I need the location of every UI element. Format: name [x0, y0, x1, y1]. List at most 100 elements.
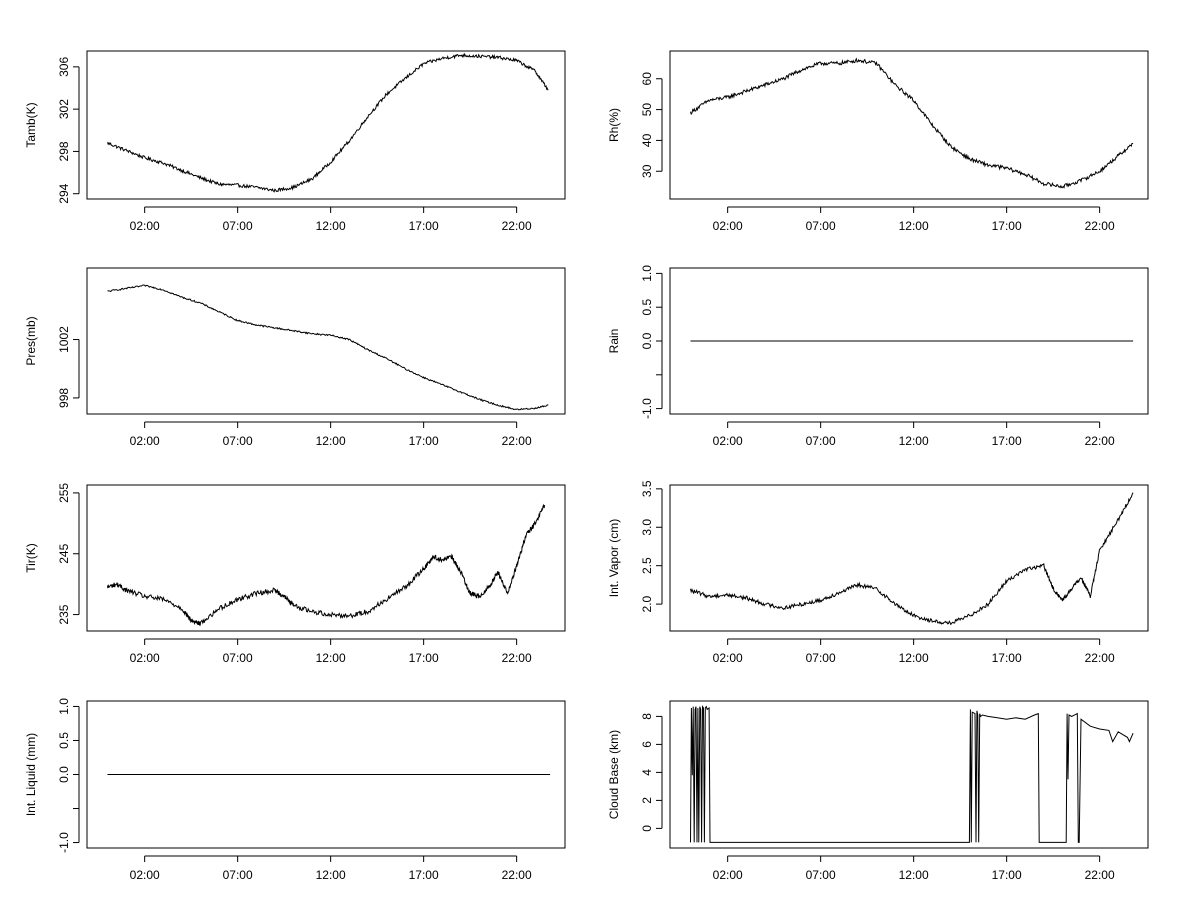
x-tick-label: 22:00 [1085, 651, 1115, 665]
x-tick-label: 07:00 [223, 868, 253, 882]
y-tick-label: 6 [640, 741, 654, 748]
plot-frame [86, 50, 566, 200]
y-tick-label: 0.0 [640, 332, 654, 349]
y-tick-label: 1.0 [640, 265, 654, 282]
x-tick-label: 17:00 [992, 219, 1022, 233]
y-tick-label: -1.0 [640, 398, 654, 419]
y-axis-label: Pres(mb) [24, 316, 38, 365]
y-tick-label: 0.5 [640, 299, 654, 316]
x-tick-label: 22:00 [502, 868, 532, 882]
plot-frame [86, 484, 566, 632]
y-tick-label: 302 [57, 99, 71, 119]
x-tick-label: 12:00 [899, 868, 929, 882]
y-tick-label: 4 [640, 769, 654, 776]
x-tick-label: 02:00 [713, 651, 743, 665]
chart-panel: 2.0 2.5 3.0 3.5 Int. Vapor (cm) 02:00 07:00 12:… [607, 480, 1149, 665]
x-tick-label: 02:00 [130, 868, 160, 882]
chart-panel: 30 40 50 60 Rh(%) 02:00 07:00 12:00 17:00 22:00 [607, 50, 1149, 233]
y-axis-label: Cloud Base (km) [607, 730, 621, 819]
y-tick-label: 245 [57, 543, 71, 563]
x-tick-label: 07:00 [223, 219, 253, 233]
y-tick-label: 40 [640, 133, 654, 147]
y-tick-label: 0.0 [57, 766, 71, 783]
x-tick-label: 07:00 [806, 434, 836, 448]
series-line [690, 57, 1134, 189]
x-tick-label: 07:00 [806, 219, 836, 233]
plot-frame [669, 484, 1149, 632]
x-tick-label: 12:00 [899, 434, 929, 448]
x-tick-label: 12:00 [899, 651, 929, 665]
x-tick-label: 22:00 [1085, 868, 1115, 882]
y-tick-label: 255 [57, 483, 71, 503]
x-tick-label: 22:00 [1085, 219, 1115, 233]
y-tick-label: 2 [640, 797, 654, 804]
x-tick-label: 22:00 [502, 219, 532, 233]
x-tick-label: 17:00 [409, 651, 439, 665]
plot-frame [86, 267, 566, 415]
x-tick-label: 17:00 [992, 434, 1022, 448]
chart-panel: 0 2 4 6 8 Cloud Base (km) 02:00 07:00 12:00 17:00… [607, 700, 1149, 882]
series-line [690, 492, 1134, 626]
chart-panel: -1.0 0.0 0.5 1.0 Int. Liquid (mm) 02:00 07:00 1… [24, 698, 566, 882]
y-tick-label: 30 [640, 164, 654, 178]
y-tick-label: 50 [640, 103, 654, 117]
y-axis-label: Int. Vapor (cm) [607, 519, 621, 597]
x-tick-label: 17:00 [409, 219, 439, 233]
x-tick-label: 17:00 [992, 868, 1022, 882]
y-tick-label: 2.0 [640, 595, 654, 612]
plot-frame [669, 267, 1149, 415]
y-tick-label: 998 [57, 388, 71, 408]
x-tick-label: 22:00 [502, 434, 532, 448]
y-axis-label: Int. Liquid (mm) [24, 733, 38, 816]
x-tick-label: 07:00 [806, 868, 836, 882]
y-tick-label: -1.0 [57, 832, 71, 853]
x-tick-label: 17:00 [992, 651, 1022, 665]
series-line [107, 284, 549, 411]
x-tick-label: 12:00 [316, 651, 346, 665]
y-tick-label: 294 [57, 183, 71, 203]
x-tick-label: 02:00 [130, 434, 160, 448]
x-tick-label: 12:00 [316, 219, 346, 233]
series-line [107, 52, 549, 193]
chart-panel: 235 245 255 Tir(K) 02:00 07:00 12:00 17:00 22:00 [24, 483, 566, 665]
y-tick-label: 235 [57, 604, 71, 624]
y-tick-label: 0 [640, 825, 654, 832]
y-tick-label: 60 [640, 72, 654, 86]
x-tick-label: 17:00 [409, 868, 439, 882]
plot-frame [669, 700, 1149, 849]
plot-frame [669, 50, 1149, 200]
x-tick-label: 07:00 [806, 651, 836, 665]
y-tick-label: 1.0 [57, 698, 71, 715]
x-tick-label: 02:00 [130, 651, 160, 665]
x-tick-label: 02:00 [713, 434, 743, 448]
x-tick-label: 22:00 [1085, 434, 1115, 448]
y-tick-label: 2.5 [640, 557, 654, 574]
y-tick-label: 8 [640, 713, 654, 720]
y-axis-label: Tir(K) [24, 543, 38, 573]
y-tick-label: 3.5 [640, 480, 654, 497]
y-axis-label: Rh(%) [607, 108, 621, 142]
x-tick-label: 12:00 [899, 219, 929, 233]
chart-panel: 294 298 302 306 Tamb(K) 02:00 07:00 12:00 17:00 2… [24, 50, 566, 233]
y-axis-label: Rain [607, 329, 621, 354]
chart-panel: -1.0 0.0 0.5 1.0 Rain 02:00 07:00 12:00 17:00 22:… [607, 265, 1149, 448]
y-axis-label: Tamb(K) [24, 102, 38, 147]
x-tick-label: 02:00 [130, 219, 160, 233]
y-tick-label: 1002 [57, 326, 71, 353]
series-line [690, 705, 1134, 843]
series-line [107, 503, 545, 626]
chart-panel: 998 1002 Pres(mb) 02:00 07:00 12:00 17:00 22:00 [24, 267, 566, 448]
x-tick-label: 22:00 [502, 651, 532, 665]
x-tick-label: 07:00 [223, 651, 253, 665]
y-tick-label: 3.0 [640, 519, 654, 536]
x-tick-label: 17:00 [409, 434, 439, 448]
x-tick-label: 07:00 [223, 434, 253, 448]
plot-frame [86, 700, 566, 849]
y-tick-label: 0.5 [57, 732, 71, 749]
x-tick-label: 02:00 [713, 219, 743, 233]
x-tick-label: 12:00 [316, 434, 346, 448]
y-tick-label: 306 [57, 57, 71, 77]
